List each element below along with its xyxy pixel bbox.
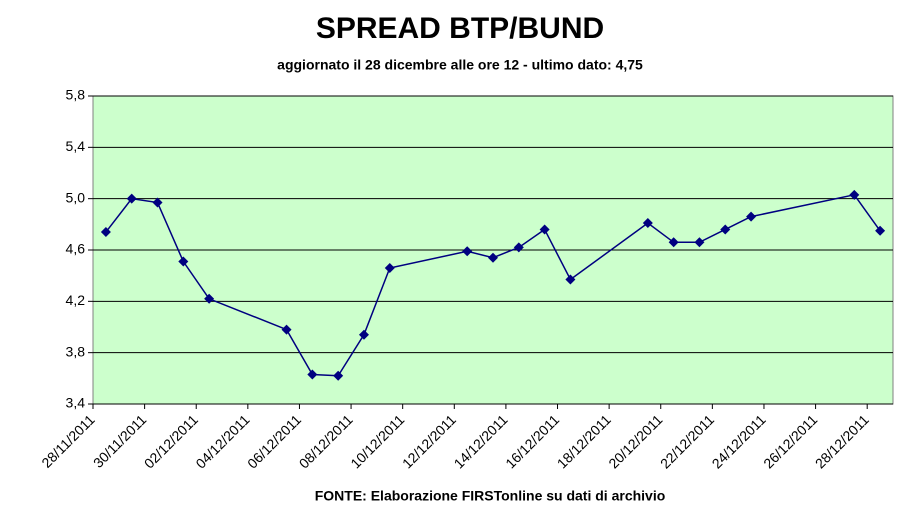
data-point <box>333 370 344 381</box>
x-tick-label: 28/11/2011 <box>38 411 98 471</box>
data-point <box>849 189 860 200</box>
x-tick-label: 18/12/2011 <box>554 411 614 471</box>
data-point <box>720 224 731 235</box>
x-tick-label: 10/12/2011 <box>347 411 407 471</box>
data-point <box>875 225 886 236</box>
data-point <box>358 329 369 340</box>
data-point <box>462 246 473 257</box>
x-tick-label: 26/12/2011 <box>760 411 820 471</box>
x-tick-label: 22/12/2011 <box>657 411 717 471</box>
data-point <box>642 218 653 229</box>
data-point <box>281 324 292 335</box>
y-tick-label: 4,2 <box>66 292 86 308</box>
x-tick-label: 12/12/2011 <box>399 411 459 471</box>
data-point <box>384 262 395 273</box>
chart-title: SPREAD BTP/BUND <box>316 12 604 45</box>
data-point <box>100 227 111 238</box>
data-point <box>668 237 679 248</box>
y-tick-label: 3,8 <box>66 343 86 359</box>
data-point <box>178 256 189 267</box>
x-tick-label: 06/12/2011 <box>244 411 304 471</box>
x-tick-label: 16/12/2011 <box>502 411 562 471</box>
data-point <box>746 211 757 222</box>
data-point <box>513 242 524 253</box>
y-tick-label: 4,6 <box>66 241 86 257</box>
x-tick-label: 30/11/2011 <box>90 411 150 471</box>
data-point <box>152 197 163 208</box>
data-point <box>694 237 705 248</box>
data-point <box>539 224 550 235</box>
source-note: FONTE: Elaborazione FIRSTonline su dati … <box>315 488 666 504</box>
y-tick-label: 3,4 <box>66 395 86 411</box>
data-point <box>488 252 498 263</box>
chart-subtitle: aggiornato il 28 dicembre alle ore 12 - … <box>277 57 643 73</box>
y-tick-label: 5,0 <box>66 189 86 205</box>
data-line <box>105 193 881 377</box>
y-tick-label: 5,8 <box>66 87 86 103</box>
data-point <box>307 369 318 380</box>
x-tick-label: 14/12/2011 <box>451 411 511 471</box>
data-point <box>126 193 137 204</box>
x-tick-label: 08/12/2011 <box>296 411 356 471</box>
x-tick-label: 20/12/2011 <box>605 411 665 471</box>
data-point <box>565 274 576 285</box>
x-tick-label: 28/12/2011 <box>812 411 872 471</box>
x-tick-label: 02/12/2011 <box>141 411 201 471</box>
data-point <box>204 293 215 304</box>
x-tick-label: 04/12/2011 <box>192 411 252 471</box>
y-tick-label: 5,4 <box>66 138 86 154</box>
x-tick-label: 24/12/2011 <box>709 411 769 471</box>
